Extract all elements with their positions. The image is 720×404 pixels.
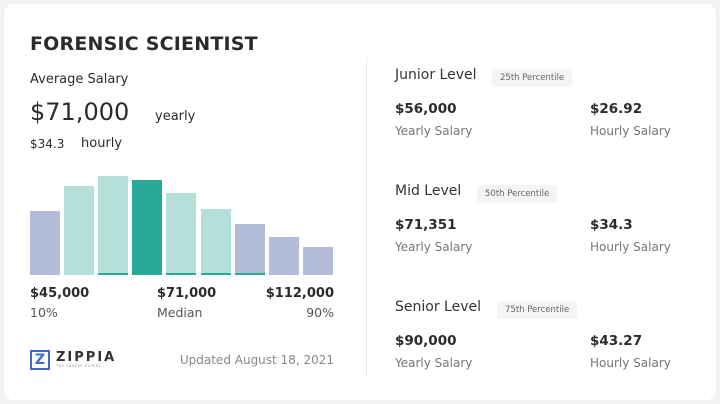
- hourly-label: hourly: [81, 136, 123, 151]
- average-hourly-salary: $34.3: [30, 137, 65, 151]
- yearly-salary: $56,000: [395, 101, 457, 117]
- hourly-salary: $26.92: [590, 101, 643, 117]
- yearly-salary-label: Yearly Salary: [395, 356, 473, 370]
- high-percentile: 90%: [306, 305, 334, 320]
- histogram-bar: [30, 211, 60, 275]
- hourly-salary: $43.27: [590, 333, 643, 349]
- yearly-salary: $71,351: [395, 217, 457, 233]
- salary-histogram: [30, 160, 335, 275]
- median-label: Median: [157, 305, 203, 320]
- high-salary: $112,000: [265, 286, 334, 301]
- histogram-bar: [268, 237, 299, 275]
- level-name: Junior Level: [395, 67, 477, 83]
- average-yearly-salary: $71,000: [30, 98, 130, 126]
- zippia-z-icon: Z: [30, 350, 50, 370]
- hourly-salary-label: Hourly Salary: [590, 356, 671, 370]
- percentile-badge: 50th Percentile: [477, 185, 558, 203]
- yearly-label: yearly: [155, 109, 196, 124]
- divider: [366, 58, 367, 378]
- histogram-bar: [200, 209, 231, 275]
- histogram-bar: [166, 193, 197, 275]
- yearly-salary: $90,000: [395, 333, 457, 349]
- yearly-salary-label: Yearly Salary: [395, 124, 473, 138]
- updated-date: Updated August 18, 2021: [179, 353, 334, 367]
- hourly-salary-label: Hourly Salary: [590, 124, 671, 138]
- histogram-bar: [98, 176, 129, 275]
- histogram-bar: [64, 186, 95, 275]
- median-salary: $71,000: [157, 286, 217, 301]
- yearly-salary-label: Yearly Salary: [395, 240, 473, 254]
- brand-tagline: THE CAREER EXPERT: [56, 364, 102, 368]
- percentile-badge: 25th Percentile: [492, 69, 573, 87]
- percentile-badge: 75th Percentile: [497, 301, 578, 319]
- brand-name: ZIPPIA: [56, 350, 117, 365]
- average-salary-label: Average Salary: [30, 72, 129, 87]
- level-name: Mid Level: [395, 183, 462, 199]
- job-title: FORENSIC SCIENTIST: [30, 33, 258, 55]
- level-name: Senior Level: [395, 299, 481, 315]
- hourly-salary: $34.3: [590, 217, 633, 233]
- histogram-bar: [302, 247, 333, 275]
- histogram-bar: [234, 224, 265, 275]
- low-salary: $45,000: [30, 286, 90, 301]
- low-percentile: 10%: [30, 305, 58, 320]
- hourly-salary-label: Hourly Salary: [590, 240, 671, 254]
- histogram-bar: [132, 180, 163, 275]
- zippia-logo[interactable]: Z ZIPPIA THE CAREER EXPERT: [30, 350, 116, 370]
